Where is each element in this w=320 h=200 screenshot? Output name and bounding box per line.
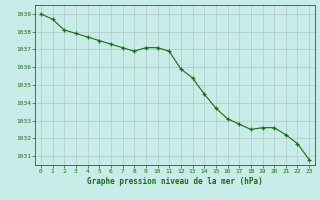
X-axis label: Graphe pression niveau de la mer (hPa): Graphe pression niveau de la mer (hPa) <box>87 177 263 186</box>
